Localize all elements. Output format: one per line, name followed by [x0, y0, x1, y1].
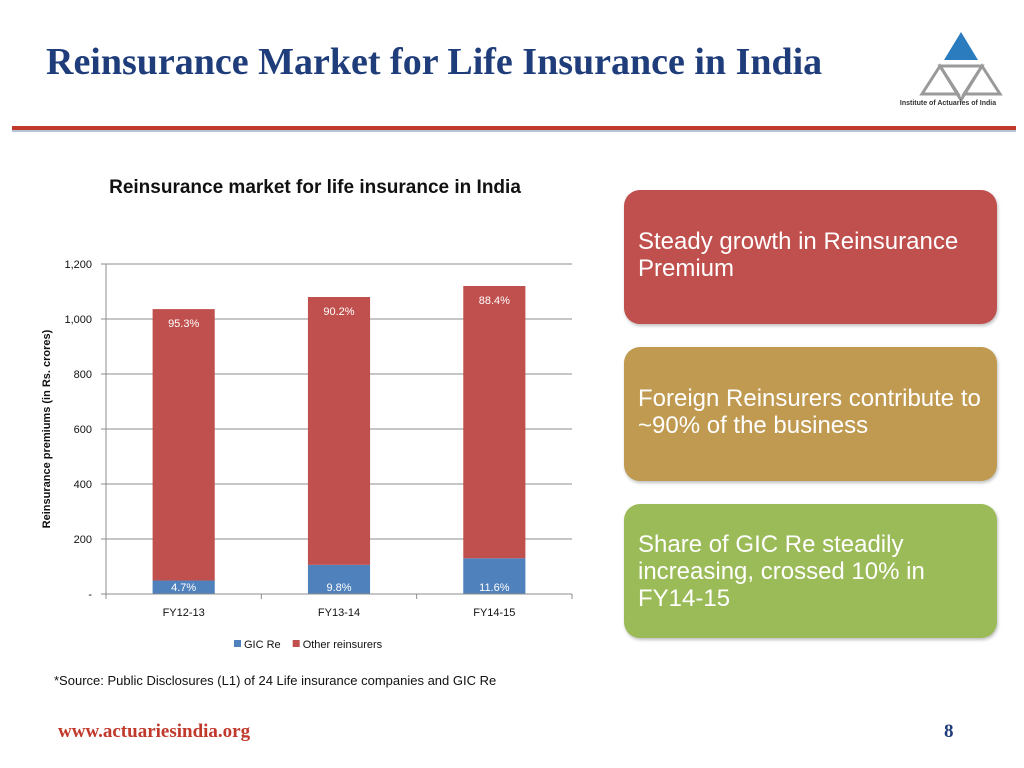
data-label: 9.8%: [326, 582, 351, 594]
x-tick-label: FY12-13: [163, 607, 205, 619]
bars: 4.7% 95.3% 9.8% 90.2% 11.6% 88.4%: [152, 286, 526, 594]
y-tick-label: 1,000: [64, 314, 92, 326]
callout-text: Share of GIC Re steadily increasing, cro…: [638, 531, 925, 612]
legend-swatch: [234, 640, 241, 647]
bar-other-reinsurers: [152, 309, 215, 581]
bar-gic-re: [307, 564, 371, 594]
chart-title: Reinsurance market for life insurance in…: [109, 177, 521, 198]
slide-title: Reinsurance Market for Life Insurance in…: [46, 41, 823, 83]
title-divider-shadow: [12, 130, 1016, 132]
title-divider: [12, 126, 1016, 130]
bar-gic-re: [152, 580, 215, 594]
y-tick-label: 200: [74, 534, 92, 546]
y-tick-label: 600: [74, 424, 92, 436]
page-number: 8: [944, 721, 954, 742]
institute-logo: [919, 32, 1003, 103]
data-label: 90.2%: [323, 306, 354, 318]
x-tick-label: FY14-15: [473, 607, 515, 619]
x-tick-label: FY13-14: [318, 607, 360, 619]
legend-swatch: [292, 640, 300, 647]
data-label: 11.6%: [479, 582, 510, 594]
axes: - 200 400 600 800 1,000 1,200 FY12-13 FY13-14 FY1…: [64, 259, 573, 619]
stacked-bar-chart: 4.7% 95.3% 9.8% 90.2% 11.6% 88.4% - 200 400 600 8…: [41, 259, 573, 651]
callout-text: Steady growth in Reinsurance Premium: [638, 228, 959, 282]
callout-gic-share: Share of GIC Re steadily increasing, cro…: [624, 504, 997, 638]
data-label: 88.4%: [479, 295, 510, 307]
legend-label: Other reinsurers: [303, 639, 383, 651]
source-note: *Source: Public Disclosures (L1) of 24 L…: [54, 673, 497, 688]
bar-other-reinsurers: [463, 286, 526, 559]
footer-url[interactable]: www.actuariesindia.org: [58, 721, 251, 742]
data-label: 95.3%: [168, 318, 199, 330]
callout-text: Foreign Reinsurers contribute to ~90% of…: [638, 385, 981, 439]
logo-caption: Institute of Actuaries of India: [899, 100, 997, 107]
y-tick-label: 1,200: [64, 259, 92, 271]
callout-foreign-reinsurers: Foreign Reinsurers contribute to ~90% of…: [624, 347, 997, 481]
data-label: 4.7%: [171, 582, 196, 594]
bar-gic-re: [463, 558, 526, 594]
legend: GIC Re Other reinsurers: [234, 639, 383, 651]
y-tick-label: -: [88, 589, 92, 601]
y-axis-title: Reinsurance premiums (in Rs. crores): [41, 329, 53, 528]
bar-other-reinsurers: [307, 297, 371, 565]
y-tick-label: 800: [74, 369, 92, 381]
callout-premium-growth: Steady growth in Reinsurance Premium: [624, 190, 997, 324]
y-tick-label: 400: [74, 479, 92, 491]
legend-label: GIC Re: [244, 639, 281, 651]
